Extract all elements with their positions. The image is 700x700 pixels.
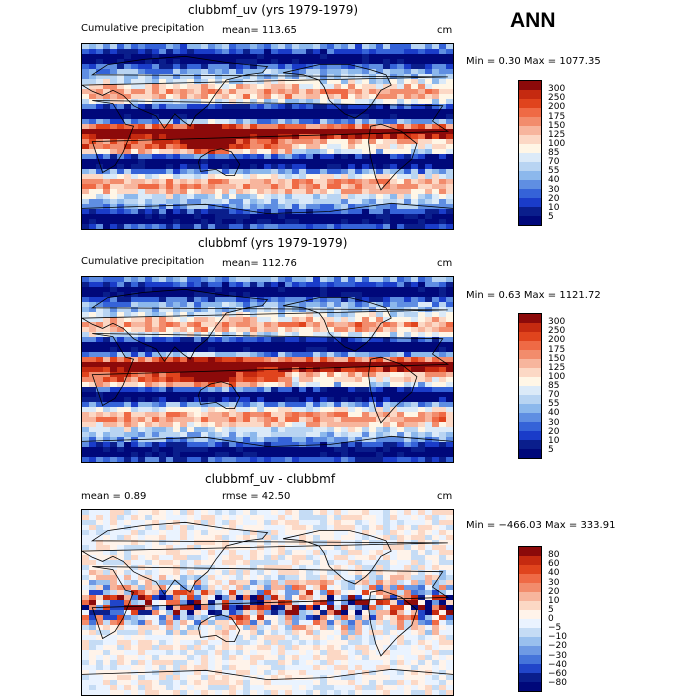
colorbar-tick-label: −20 xyxy=(548,641,567,652)
panel2-subtitle: Cumulative precipitation xyxy=(81,256,205,267)
colorbar-tick-label: 175 xyxy=(548,111,566,122)
colorbar-tick-label: 5 xyxy=(548,444,554,455)
colorbar-tick-label: −10 xyxy=(548,632,567,643)
panel3-minmax: Min = −466.03 Max = 333.91 xyxy=(466,520,616,531)
colorbar-tick-label: 30 xyxy=(548,184,560,195)
colorbar-tick-label: 85 xyxy=(548,148,560,158)
panel2-minmax: Min = 0.63 Max = 1121.72 xyxy=(466,290,601,301)
colorbar-tick-label: 30 xyxy=(548,577,560,588)
colorbar-tick-label: 40 xyxy=(548,175,560,186)
colorbar-tick-label: 20 xyxy=(548,586,560,597)
colorbar-tick-label: 125 xyxy=(548,362,566,373)
panel1-colorbar xyxy=(518,80,542,226)
colorbar-tick-label: 300 xyxy=(548,84,566,95)
colorbar-tick-label: 250 xyxy=(548,93,566,104)
colorbar-tick-label: −30 xyxy=(548,650,567,661)
colorbar-tick-label: 10 xyxy=(548,202,560,213)
panel1-map-field xyxy=(82,44,453,229)
colorbar-tick-label: 5 xyxy=(548,211,554,222)
panel2-units: cm xyxy=(437,258,453,269)
colorbar-tick-label: 40 xyxy=(548,568,560,579)
panel2-colorbar xyxy=(518,313,542,459)
panel3-mean: mean = 0.89 xyxy=(81,491,147,502)
panel1-title: clubbmf_uv (yrs 1979-1979) xyxy=(188,3,359,17)
colorbar-tick-label: 85 xyxy=(548,381,560,391)
colorbar-tick-label: 40 xyxy=(548,408,560,419)
panel3-units: cm xyxy=(437,491,453,502)
colorbar-tick-label: 10 xyxy=(548,435,560,446)
colorbar-tick-label: −40 xyxy=(548,659,567,670)
colorbar-tick-label: 30 xyxy=(548,417,560,428)
colorbar-tick-label: 70 xyxy=(548,390,560,401)
panel3-title: clubbmf_uv - clubbmf xyxy=(205,472,336,486)
colorbar-tick-label: 100 xyxy=(548,371,566,382)
colorbar-tick-label: 300 xyxy=(548,317,566,328)
panel3-map xyxy=(81,509,454,696)
panel1-mean: mean= 113.65 xyxy=(222,25,297,36)
panel2-map-field xyxy=(82,277,453,462)
colorbar-tick-label: 60 xyxy=(548,559,560,570)
colorbar-tick-label: 100 xyxy=(548,138,566,149)
panel2-mean: mean= 112.76 xyxy=(222,258,297,269)
colorbar-tick-label: −60 xyxy=(548,668,567,679)
panel1-subtitle: Cumulative precipitation xyxy=(81,23,205,34)
panel2-title: clubbmf (yrs 1979-1979) xyxy=(198,236,348,250)
colorbar-tick-label: 150 xyxy=(548,353,566,364)
panel1-map xyxy=(81,43,454,230)
colorbar-tick-label: 20 xyxy=(548,193,560,204)
colorbar-tick-label: 10 xyxy=(548,595,560,606)
season-label: ANN xyxy=(510,9,556,32)
colorbar-tick-label: 20 xyxy=(548,426,560,437)
colorbar-tick-label: 80 xyxy=(548,550,560,561)
colorbar-tick-label: 70 xyxy=(548,157,560,168)
colorbar-tick-label: 55 xyxy=(548,399,560,410)
colorbar-tick-label: 55 xyxy=(548,166,560,177)
panel1-minmax: Min = 0.30 Max = 1077.35 xyxy=(466,56,601,67)
colorbar-tick-label: 5 xyxy=(548,604,554,615)
colorbar-tick-label: −5 xyxy=(548,623,562,634)
panel3-map-field xyxy=(82,510,453,695)
panel3-colorbar xyxy=(518,546,542,692)
panel1-units: cm xyxy=(437,25,453,36)
colorbar-tick-label: 150 xyxy=(548,120,566,131)
colorbar-tick-label: 250 xyxy=(548,326,566,337)
panel2-map xyxy=(81,276,454,463)
panel3-rmse: rmse = 42.50 xyxy=(222,491,291,502)
colorbar-tick-label: −80 xyxy=(548,677,567,688)
colorbar-tick-label: 200 xyxy=(548,102,566,113)
colorbar-tick-label: 125 xyxy=(548,129,566,140)
colorbar-tick-label: 0 xyxy=(548,614,554,624)
colorbar-tick-label: 175 xyxy=(548,344,566,355)
colorbar-tick-label: 200 xyxy=(548,335,566,346)
